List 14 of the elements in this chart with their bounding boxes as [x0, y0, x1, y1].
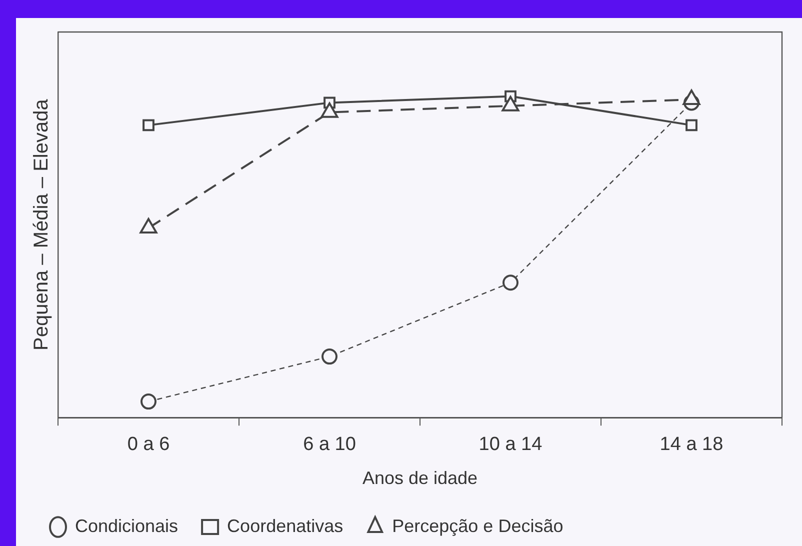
legend-label: Coordenativas — [227, 516, 344, 536]
point — [322, 348, 338, 365]
point — [142, 119, 154, 132]
point — [686, 119, 698, 132]
point — [502, 274, 518, 291]
legend-label: Percepção e Decisão — [392, 516, 564, 536]
x-tick-label: 14 a 18 — [660, 434, 724, 456]
x-tick-label: 0 a 6 — [127, 434, 170, 456]
legend-label: Condicionais — [75, 516, 178, 536]
point — [140, 394, 156, 410]
x-tick-label: 10 a 14 — [478, 434, 543, 456]
x-tick-label: 6 a 10 — [303, 434, 356, 456]
x-axis-title: Anos de idade — [362, 468, 478, 488]
y-axis-title: Pequena – Média – Elevada — [30, 98, 53, 350]
